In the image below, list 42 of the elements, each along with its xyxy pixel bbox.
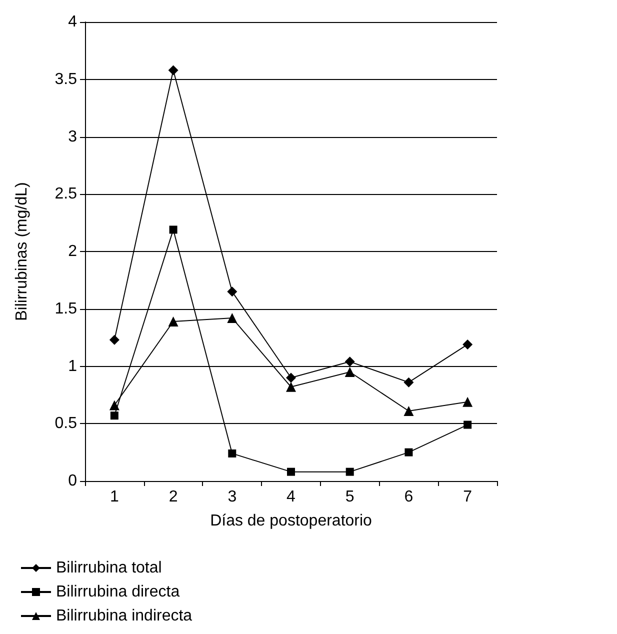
legend-label: Bilirrubina indirecta [56,608,192,624]
point [227,286,238,297]
point [462,339,473,350]
point [464,420,472,429]
point [462,396,473,407]
y-tick-label: 1.5 [54,300,78,318]
point [344,366,355,377]
y-tick-label: 4 [68,14,78,30]
y-tick-label: 3.5 [54,70,78,88]
legend-label: Bilirrubina directa [56,584,180,600]
point [286,382,296,392]
point [109,400,120,410]
y-tick-label: 0.5 [54,415,78,432]
x-tick-label: 2 [168,488,178,506]
point [228,449,236,458]
point [287,468,295,476]
x-tick-label: 4 [286,488,296,506]
point [109,334,120,345]
point [344,356,355,367]
point [168,316,178,326]
point [404,406,414,416]
y-tick-label: 0 [68,472,78,490]
x-tick-label: 1 [110,488,119,506]
y-tick-label: 2.5 [54,186,78,203]
y-tick-label: 1 [68,358,78,375]
x-tick-label: 7 [463,488,472,506]
y-tick-label: 3 [68,128,78,146]
y-tick-label: 2 [68,243,78,260]
legend-label: Bilirrubina total [56,560,162,576]
x-tick-label: 6 [404,488,414,506]
point [227,313,238,324]
point [404,448,413,456]
x-tick-label: 5 [345,488,354,506]
point [286,372,296,383]
y-axis-title: Bilirrubinas (mg/dL) [14,182,30,321]
point [168,65,178,76]
x-tick-label: 3 [228,488,237,506]
point [404,377,414,388]
x-axis-title: Días de postoperatorio [210,512,372,530]
point [346,468,354,476]
point [169,226,178,234]
point [110,412,118,420]
